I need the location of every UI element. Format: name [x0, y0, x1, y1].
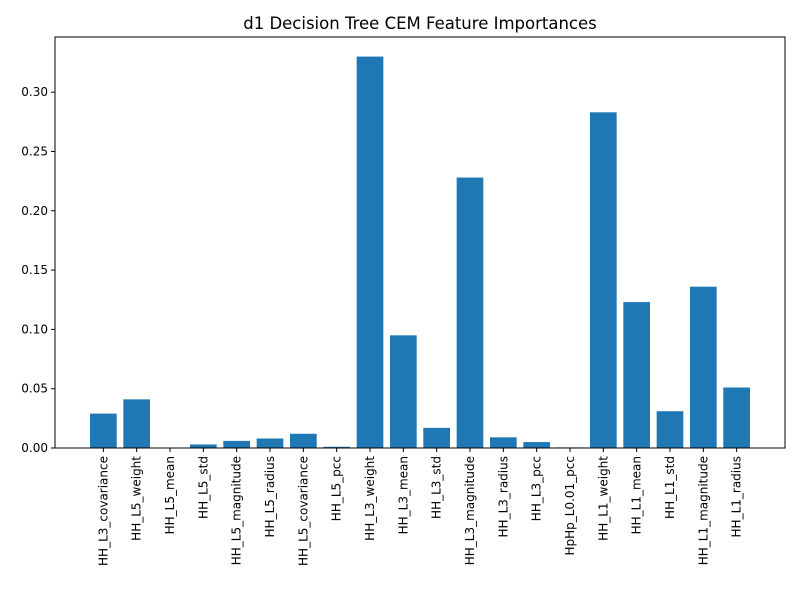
bar-HH_L3_radius	[490, 437, 517, 448]
bar-HH_L1_mean	[623, 302, 650, 448]
x-tick-label: HH_L3_covariance	[96, 456, 110, 566]
x-tick-label: HH_L1_radius	[730, 456, 744, 537]
bars-layer	[90, 56, 750, 448]
bar-HH_L3_mean	[390, 335, 417, 448]
x-tick-label: HH_L3_mean	[396, 456, 410, 534]
bar-HH_L5_weight	[123, 399, 151, 448]
x-tick-label: HH_L5_covariance	[296, 456, 310, 566]
y-tick-label: 0.10	[21, 322, 48, 336]
x-tick-label: HH_L1_mean	[630, 456, 644, 534]
bar-HH_L3_pcc	[523, 442, 550, 448]
x-tick-label: HH_L1_std	[663, 456, 677, 519]
x-tick-label: HH_L5_std	[196, 456, 210, 519]
bar-HH_L3_magnitude	[456, 177, 484, 448]
x-tick-label: HH_L5_radius	[263, 456, 277, 537]
x-axis: HH_L3_covariance HH_L5_weight HH_L5_mean HH…	[96, 448, 744, 566]
y-tick-label: 0.15	[21, 263, 48, 277]
bar-HH_L5_covariance	[290, 433, 317, 448]
x-tick-label: HH_L3_magnitude	[463, 456, 477, 565]
bar-HH_L1_radius	[723, 387, 750, 448]
bar-HH_L1_magnitude	[689, 286, 717, 448]
x-tick-label: HpHp_L0.01_pcc	[563, 456, 577, 556]
x-tick-label: HH_L5_pcc	[330, 456, 344, 521]
bar-HH_L1_std	[656, 411, 684, 448]
y-tick-label: 0.25	[21, 144, 48, 158]
x-tick-label: HH_L3_weight	[363, 456, 377, 541]
bar-HH_L5_magnitude	[223, 440, 251, 448]
x-tick-label: HH_L5_weight	[130, 456, 144, 541]
bar-HH_L3_covariance	[90, 413, 117, 448]
y-tick-label: 0.00	[21, 441, 48, 455]
bar-HH_L5_radius	[256, 438, 284, 448]
y-tick-label: 0.30	[21, 85, 48, 99]
bar-HH_L3_std	[423, 427, 450, 448]
x-tick-label: HH_L1_magnitude	[696, 456, 710, 565]
bar-HH_L5_pcc	[323, 446, 351, 448]
bar-HH_L1_weight	[589, 112, 617, 448]
y-tick-label: 0.20	[21, 204, 48, 218]
x-tick-label: HH_L5_magnitude	[230, 456, 244, 565]
x-tick-label: HH_L3_radius	[496, 456, 510, 537]
y-tick-label: 0.05	[21, 382, 48, 396]
y-axis: 0.00 0.05 0.10 0.15 0.20 0.25 0.30	[21, 85, 55, 455]
x-tick-label: HH_L1_weight	[596, 456, 610, 541]
x-tick-label: HH_L3_pcc	[530, 456, 544, 521]
x-tick-label: HH_L3_std	[430, 456, 444, 519]
chart-title: d1 Decision Tree CEM Feature Importances	[243, 14, 597, 33]
plot-area-frame	[54, 36, 786, 449]
bar-HH_L3_weight	[356, 56, 384, 448]
x-tick-label: HH_L5_mean	[163, 456, 177, 534]
bar-HH_L5_std	[190, 444, 217, 448]
